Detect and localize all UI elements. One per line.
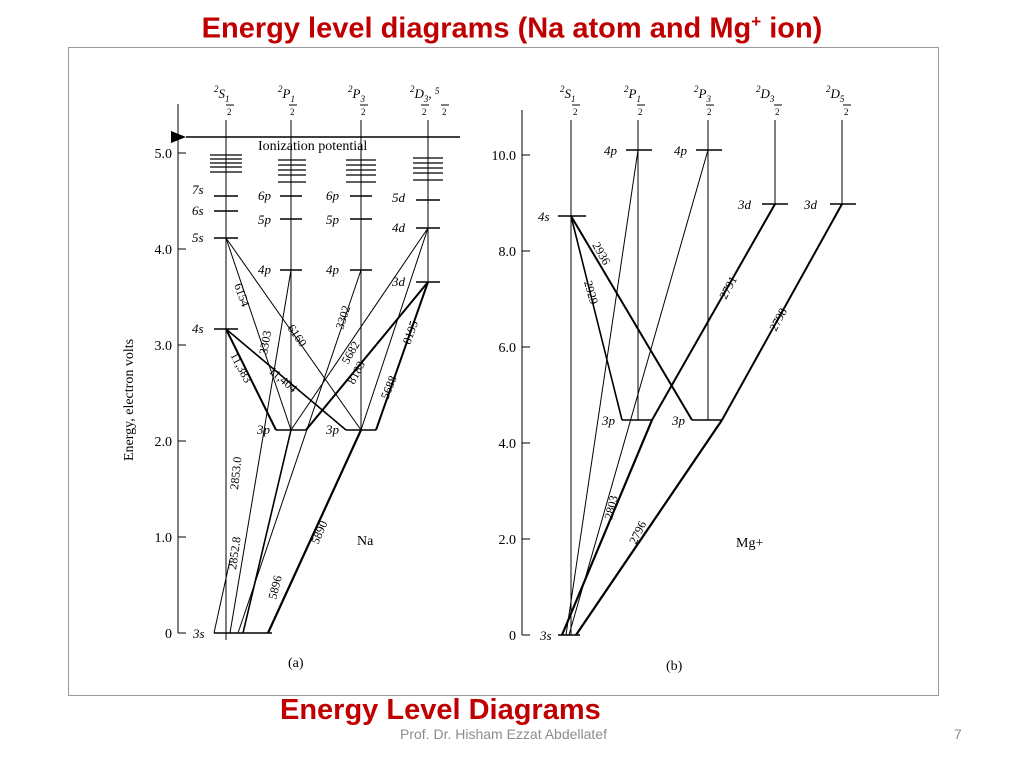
svg-text:2D5: 2D5 — [826, 84, 845, 104]
mg-level-3d-a: 3d — [737, 197, 752, 212]
mg-level-3d-b: 3d — [803, 197, 818, 212]
na-wl-2853-0: 2853.0 — [227, 456, 244, 490]
mg-label: Mg+ — [736, 536, 763, 551]
na-axis-title: Energy, electron volts — [122, 339, 137, 461]
na-panel-label: (a) — [288, 656, 304, 671]
mg-wl-2798: 2798 — [766, 306, 790, 334]
na-wl-3303: 3303 — [256, 329, 274, 355]
mg-level-ticks — [558, 149, 856, 636]
svg-text:2: 2 — [844, 107, 849, 117]
svg-text:2: 2 — [422, 107, 427, 117]
na-col-2p12: 2P1 — [278, 84, 295, 104]
na-transitions — [213, 227, 429, 634]
na-wl-11383: 11,383 — [227, 350, 255, 385]
svg-text:2: 2 — [775, 107, 780, 117]
svg-text:2: 2 — [707, 107, 712, 117]
na-tick-5: 5.0 — [155, 147, 173, 162]
na-label: Na — [357, 534, 374, 549]
na-level-3d: 3d — [391, 274, 406, 289]
mg-transitions — [560, 149, 843, 636]
mg-tick-1: 2.0 — [499, 533, 517, 548]
mg-wl-2929: 2929 — [581, 279, 601, 306]
na-tick-4: 4.0 — [155, 243, 173, 258]
na-col-2p32: 2P3 — [348, 84, 365, 104]
mg-level-3s: 3s — [539, 628, 552, 643]
svg-text:2: 2 — [442, 107, 447, 117]
na-level-3s: 3s — [192, 626, 205, 641]
slide-title: Energy level diagrams (Na atom and Mg+ i… — [201, 12, 823, 45]
mg-diagram: 0 2.0 4.0 6.0 8.0 10.0 2S1 2P1 2P3 2D3 2… — [492, 84, 856, 674]
energy-level-diagram: 0 1.0 2.0 3.0 4.0 5.0 Energy, electron v… — [122, 84, 856, 674]
mg-wl-2791: 2791 — [716, 274, 740, 302]
svg-text:2P1: 2P1 — [624, 84, 641, 104]
na-level-3p-a: 3p — [256, 422, 271, 437]
svg-text:2D3: 2D3 — [756, 84, 775, 104]
na-level-5s: 5s — [192, 230, 204, 245]
na-ionization-label: Ionization potential — [258, 139, 367, 154]
mg-level-4p-b: 4p — [674, 143, 688, 158]
na-level-4p-b: 4p — [326, 262, 340, 277]
mg-level-3p-a: 3p — [601, 413, 616, 428]
page-number: 7 — [954, 726, 962, 742]
na-level-6p-b: 6p — [326, 188, 340, 203]
na-tick-2: 2.0 — [155, 435, 173, 450]
na-y-ticks — [178, 152, 186, 634]
na-level-3p-b: 3p — [325, 422, 340, 437]
svg-text:2P3: 2P3 — [694, 84, 711, 104]
na-wl-5896: 5896 — [265, 574, 284, 601]
svg-text:2: 2 — [227, 107, 232, 117]
na-column-lines — [225, 120, 429, 640]
na-wl-6154: 6154 — [231, 281, 252, 308]
na-level-5p-b: 5p — [326, 212, 340, 227]
svg-text:2S1: 2S1 — [560, 84, 576, 104]
na-wl-5688: 5688 — [378, 374, 400, 401]
na-level-4d: 4d — [392, 220, 406, 235]
na-diagram: 0 1.0 2.0 3.0 4.0 5.0 Energy, electron v… — [122, 84, 460, 671]
na-wl-3302: 3302 — [333, 304, 354, 331]
mg-tick-2: 4.0 — [499, 437, 517, 452]
caption: Energy Level Diagrams — [280, 694, 601, 726]
mg-panel-label: (b) — [666, 659, 683, 674]
svg-text:2: 2 — [361, 107, 366, 117]
svg-text:2: 2 — [638, 107, 643, 117]
na-tick-3: 3.0 — [155, 339, 173, 354]
footer-author: Prof. Dr. Hisham Ezzat Abdellatef — [400, 726, 607, 742]
mg-wl-2803: 2803 — [601, 494, 620, 521]
na-level-5d: 5d — [392, 190, 406, 205]
mg-column-lines — [570, 120, 843, 635]
na-level-5p-a: 5p — [258, 212, 272, 227]
svg-text:2: 2 — [290, 107, 295, 117]
svg-text:2: 2 — [573, 107, 578, 117]
na-tick-1: 1.0 — [155, 531, 173, 546]
mg-col-denominators: 2 2 2 2 2 — [572, 104, 851, 117]
mg-column-headers: 2S1 2P1 2P3 2D3 2D5 — [560, 84, 845, 104]
na-level-6s: 6s — [192, 203, 204, 218]
mg-tick-0: 0 — [509, 629, 516, 644]
na-wl-8195: 8195 — [400, 319, 421, 346]
na-tick-0: 0 — [165, 627, 172, 642]
mg-y-ticks — [522, 154, 530, 636]
na-col-2s12: 2S1 — [214, 84, 230, 104]
mg-tick-4: 8.0 — [499, 245, 517, 260]
na-level-4p-a: 4p — [258, 262, 272, 277]
na-col-2d: 2D3, 5 — [410, 84, 440, 104]
mg-level-4p-a: 4p — [604, 143, 618, 158]
mg-tick-3: 6.0 — [499, 341, 517, 356]
na-level-4s: 4s — [192, 321, 204, 336]
mg-level-3p-b: 3p — [671, 413, 686, 428]
na-wl-2852-8: 2852.8 — [225, 536, 243, 571]
na-level-7s: 7s — [192, 182, 204, 197]
na-wl-5890: 5890 — [308, 519, 331, 547]
na-level-6p-a: 6p — [258, 188, 272, 203]
mg-level-4s: 4s — [538, 209, 550, 224]
na-col-denominators: 2 2 2 2 2 — [226, 104, 449, 117]
mg-tick-5: 10.0 — [492, 149, 517, 164]
na-rydberg-levels — [210, 154, 443, 183]
